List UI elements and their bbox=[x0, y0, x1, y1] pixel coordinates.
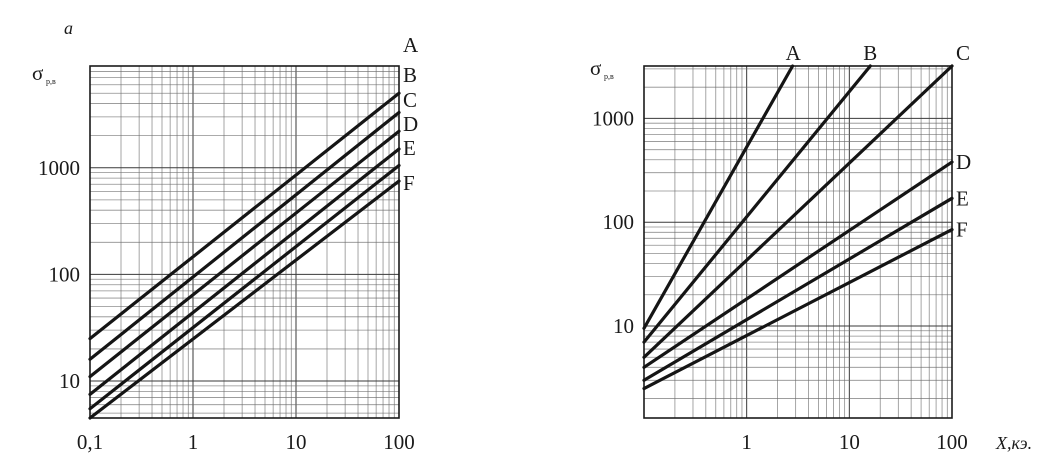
series-line-c bbox=[88, 129, 401, 379]
series-line-d bbox=[642, 160, 954, 369]
series-line-b bbox=[88, 110, 401, 361]
y-axis-label-b: σ bbox=[590, 56, 601, 80]
series-line-e bbox=[88, 163, 401, 411]
x-axis-label-b: X,кэ. bbox=[995, 433, 1032, 453]
series-label-f: F bbox=[403, 171, 415, 195]
x-tick-label: 100 bbox=[383, 430, 415, 454]
series-label-a: A bbox=[786, 41, 802, 65]
x-tick-label: 10 bbox=[839, 430, 860, 454]
y-tick-label: 1000 bbox=[38, 156, 80, 180]
y-axis-label-a: σ bbox=[32, 61, 43, 85]
series-label-e: E bbox=[956, 186, 969, 210]
y-axis-label-sub-a: р,в bbox=[46, 77, 56, 86]
x-tick-label: 1 bbox=[188, 430, 199, 454]
y-tick-label: 100 bbox=[603, 210, 635, 234]
x-tick-label: 100 bbox=[936, 430, 968, 454]
series-label-d: D bbox=[956, 150, 971, 174]
series-line-f bbox=[642, 227, 954, 391]
x-tick-label: 1 bbox=[741, 430, 752, 454]
series-label-d: D bbox=[403, 112, 418, 136]
chart-panel-b: A B C DEF 1 10 100 10 100 1000 σ р,в X,кэ. bbox=[590, 41, 1032, 454]
series-line-c bbox=[642, 64, 954, 359]
y-tick-label: 10 bbox=[59, 369, 80, 393]
x-tick-label: 0,1 bbox=[77, 430, 103, 454]
grid-panel-a bbox=[89, 65, 399, 418]
series-label-b: B bbox=[403, 63, 417, 87]
series-label-c: C bbox=[956, 41, 970, 65]
series-line-a bbox=[642, 64, 795, 330]
y-axis-label-sub-b: р,в bbox=[604, 72, 614, 81]
series-line-e bbox=[642, 196, 954, 382]
series-line-a bbox=[88, 91, 401, 341]
series-label-b: B bbox=[863, 41, 877, 65]
series-line-b bbox=[642, 64, 872, 344]
plot-frame-a bbox=[89, 65, 400, 419]
panel-label: a bbox=[64, 18, 73, 38]
series-label-f: F bbox=[956, 218, 968, 242]
labels-group-b: A B C DEF 1 10 100 10 100 1000 bbox=[592, 41, 971, 454]
series-label-e: E bbox=[403, 136, 416, 160]
series-label-c: C bbox=[403, 88, 417, 112]
x-tick-label: 10 bbox=[286, 430, 307, 454]
series-group-a bbox=[88, 91, 401, 420]
y-tick-label: 10 bbox=[613, 314, 634, 338]
series-label-a: A bbox=[403, 33, 419, 57]
series-group-b bbox=[642, 64, 954, 391]
series-line-f bbox=[88, 179, 401, 420]
y-tick-label: 100 bbox=[49, 262, 81, 286]
plot-frame-b bbox=[643, 65, 953, 419]
series-line-d bbox=[88, 147, 401, 396]
y-tick-label: 1000 bbox=[592, 106, 634, 130]
